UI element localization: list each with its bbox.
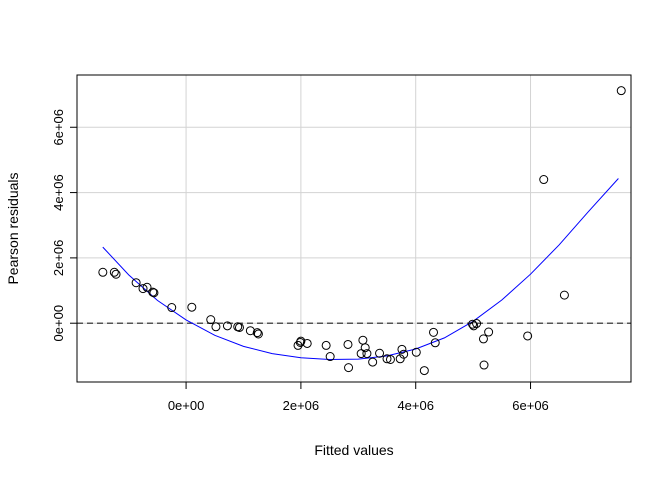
data-point <box>368 357 378 367</box>
data-point <box>148 287 158 297</box>
data-point <box>302 338 312 348</box>
data-point <box>245 326 255 336</box>
data-point <box>430 338 440 348</box>
x-tick-label: 2e+06 <box>283 398 320 413</box>
plot-frame <box>76 74 632 383</box>
data-point <box>559 290 569 300</box>
x-tick-label: 4e+06 <box>397 398 434 413</box>
data-point <box>98 267 108 277</box>
data-point <box>296 336 306 346</box>
y-tick-label: 6e+06 <box>51 109 66 146</box>
data-point <box>478 334 488 344</box>
residual-points <box>98 86 626 376</box>
data-point <box>111 269 121 279</box>
data-point <box>109 267 119 277</box>
y-tick-label: 4e+06 <box>51 174 66 211</box>
data-point <box>395 354 405 364</box>
data-point <box>539 175 549 185</box>
data-point <box>399 349 409 359</box>
data-point <box>397 344 407 354</box>
data-point <box>419 366 429 376</box>
x-tick-label: 0e+00 <box>168 398 205 413</box>
data-point <box>375 348 385 358</box>
data-point <box>472 319 482 329</box>
data-point <box>362 349 372 359</box>
smoothed-fit-curve <box>102 178 619 361</box>
data-point <box>429 327 439 337</box>
x-axis: 0e+00 2e+06 4e+06 6e+06 <box>168 381 549 413</box>
data-point <box>344 363 354 373</box>
data-point <box>469 321 479 331</box>
y-axis-title: Pearson residuals <box>5 172 21 284</box>
data-point <box>484 327 494 337</box>
data-point <box>385 354 395 364</box>
y-tick-label: 2e+06 <box>51 240 66 277</box>
x-tick-label: 6e+06 <box>512 398 549 413</box>
data-point <box>149 288 159 298</box>
data-point <box>468 319 478 329</box>
data-point <box>234 322 244 332</box>
data-point <box>206 315 216 325</box>
data-point <box>222 321 232 331</box>
data-point <box>358 335 368 345</box>
data-point <box>382 354 392 364</box>
data-point <box>325 352 335 362</box>
data-point <box>142 282 152 292</box>
data-point <box>138 284 148 294</box>
data-point <box>343 339 353 349</box>
data-point <box>187 302 197 312</box>
y-tick-label: 0e+00 <box>51 305 66 342</box>
grid-lines <box>77 75 631 382</box>
data-point <box>211 322 221 332</box>
x-axis-title: Fitted values <box>314 442 393 458</box>
data-point <box>523 331 533 341</box>
data-point <box>360 343 370 353</box>
data-point <box>479 360 489 370</box>
data-point <box>167 303 177 313</box>
data-point <box>131 278 141 288</box>
data-point <box>411 347 421 357</box>
data-point <box>616 86 626 96</box>
data-point <box>253 329 263 339</box>
data-point <box>252 328 262 338</box>
y-axis: 0e+00 2e+06 4e+06 6e+06 <box>51 109 78 342</box>
data-point <box>321 340 331 350</box>
